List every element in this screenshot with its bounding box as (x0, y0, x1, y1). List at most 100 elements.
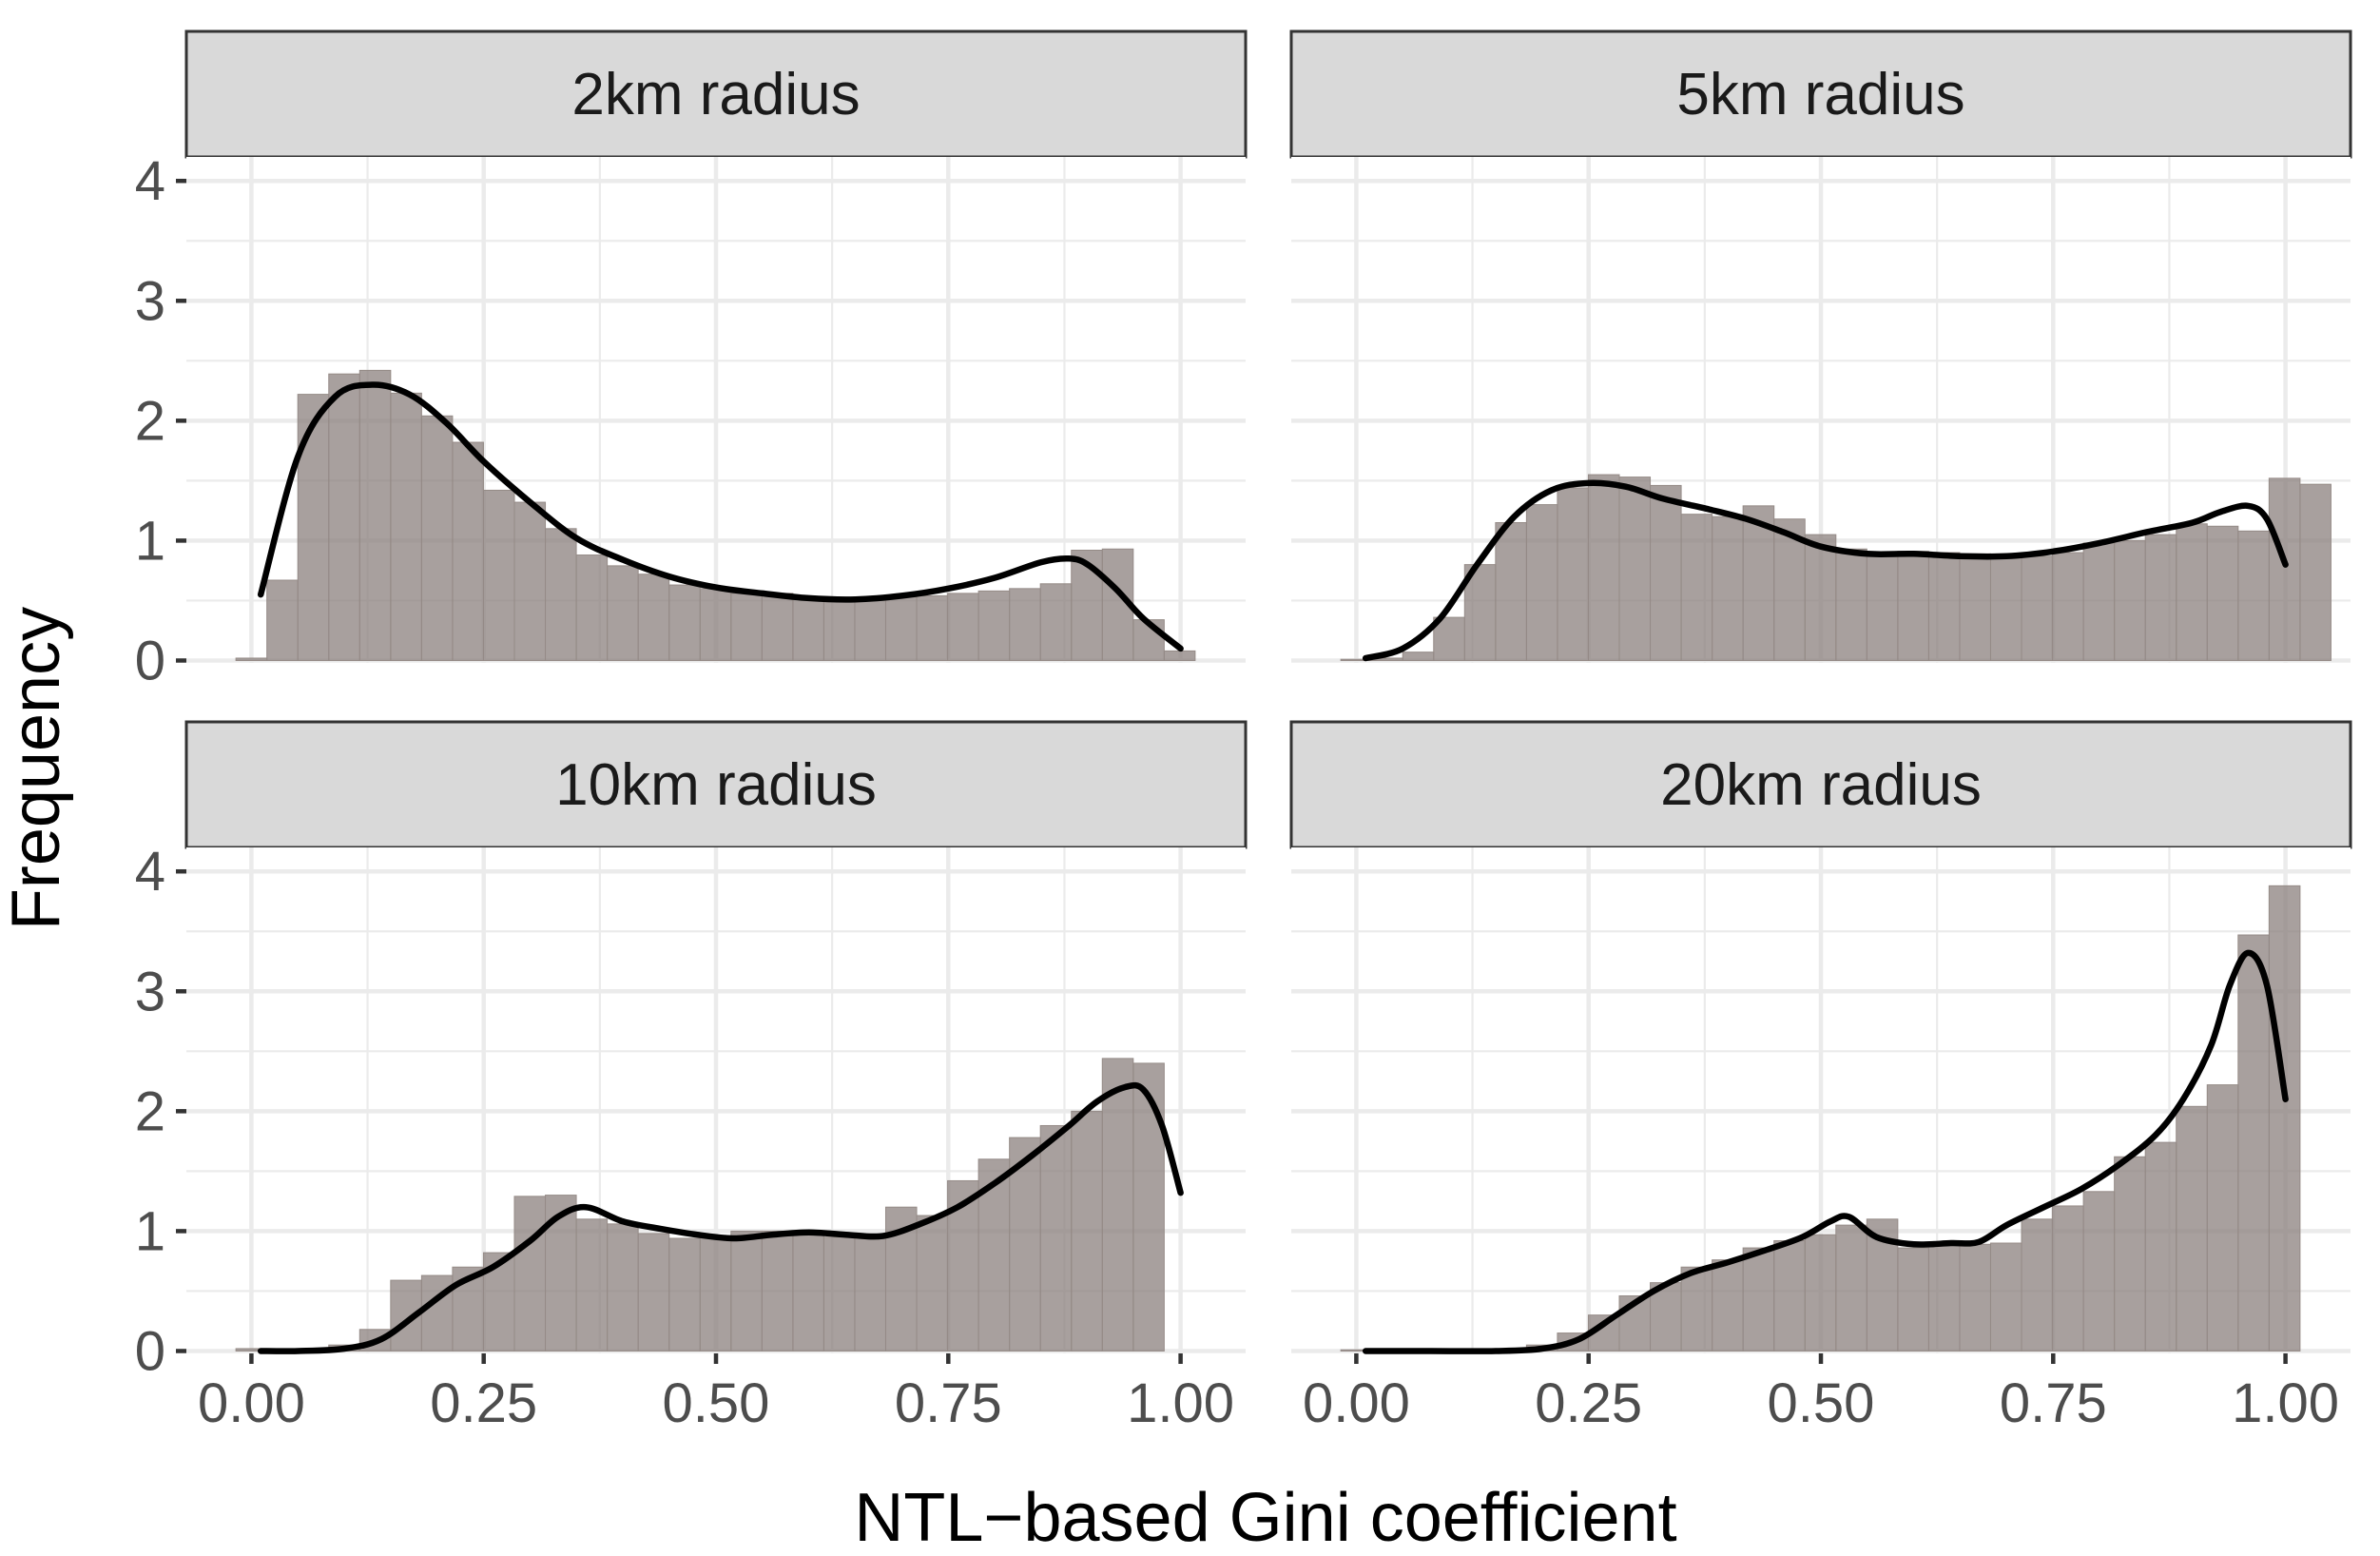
histogram-bar (916, 1215, 949, 1352)
facet-strip (184, 720, 1248, 849)
histogram-bar (854, 1234, 886, 1352)
histogram-bar (1009, 588, 1041, 661)
x-tick-label: 0.50 (663, 1372, 770, 1434)
facet-panel: 20km radius 0.00 0.25 0.50 0.75 1.00 (1289, 720, 2352, 1434)
histogram-bar (390, 392, 422, 661)
y-tick-label: 2 (135, 390, 165, 452)
y-tick-label: 4 (135, 150, 165, 212)
y-tick-label: 4 (135, 841, 165, 903)
histogram-bar (420, 415, 454, 661)
x-tick-label: 0.00 (1303, 1372, 1410, 1434)
histogram-bar (822, 1236, 856, 1352)
histogram-bar (637, 1233, 670, 1352)
histogram-bar (266, 579, 299, 661)
x-tick-label: 0.25 (430, 1372, 537, 1434)
x-tick-label: 0.75 (895, 1372, 1002, 1434)
histogram-bar (761, 593, 794, 661)
histogram-bar (1804, 1234, 1837, 1352)
x-tick-label: 0.00 (198, 1372, 305, 1434)
histogram-bar (575, 554, 609, 661)
y-tick-label: 1 (135, 510, 165, 572)
histogram-bar (1071, 1110, 1103, 1352)
y-tick-label: 0 (135, 1320, 165, 1382)
histogram-bar (1039, 1124, 1073, 1352)
histogram-bar (1495, 522, 1527, 661)
histogram-bar (947, 593, 979, 661)
facet-panel: 5km radius (1289, 29, 2352, 663)
histogram-bar (607, 565, 639, 661)
histogram-bar (2052, 1205, 2084, 1352)
y-axis-title: Frequency (0, 607, 74, 930)
histogram-bar (2268, 477, 2301, 661)
histogram-bar (792, 1234, 824, 1352)
histogram-bar (1557, 487, 1589, 661)
histogram-bar (1959, 1243, 1991, 1352)
histogram-bar (2114, 1156, 2146, 1352)
y-tick-label: 3 (135, 961, 165, 1022)
histogram-bar (2206, 1084, 2239, 1352)
histogram-bar (1680, 1266, 1713, 1352)
histogram-bar (513, 501, 547, 661)
histogram-bar (1742, 1247, 1775, 1352)
histogram-bar (2176, 1105, 2208, 1352)
histogram-bar (1897, 1247, 1929, 1352)
density-curve (1362, 949, 2289, 1354)
facet-panel: 2km radius 0 1 2 3 4 (135, 29, 1248, 691)
histogram-bar (1773, 1239, 1806, 1352)
histogram-bar (2237, 530, 2270, 661)
facet-strip (184, 29, 1248, 159)
x-tick-label: 1.00 (2232, 1372, 2339, 1434)
x-tick-label: 0.75 (2000, 1372, 2107, 1434)
histogram-bar (1835, 1224, 1867, 1352)
histogram-bar (1163, 650, 1196, 661)
histogram-bar (1866, 552, 1899, 661)
x-tick-label: 1.00 (1127, 1372, 1234, 1434)
x-tick-label: 0.25 (1535, 1372, 1642, 1434)
histogram-bar (822, 598, 856, 661)
y-tick-label: 3 (135, 270, 165, 332)
facet-strip (1289, 29, 2352, 159)
histogram-bar (513, 1196, 547, 1352)
x-tick-label: 0.50 (1768, 1372, 1875, 1434)
histogram-bar (297, 394, 330, 661)
facet-strip-label: 2km radius (571, 62, 860, 127)
density-curve (1362, 479, 2289, 662)
histogram-bar (1989, 556, 2022, 661)
histogram-bar (884, 596, 918, 661)
histogram-bar (2206, 525, 2239, 661)
histogram-bar (482, 489, 515, 661)
histogram-bar (1773, 518, 1806, 661)
y-tick-label: 2 (135, 1080, 165, 1142)
histogram-bar (1618, 477, 1652, 661)
facet-panel: 10km radius 0 1 2 3 4 0.00 0.25 0.50 0.75 1.00 (135, 720, 1248, 1434)
density-curve (257, 381, 1184, 652)
histogram-bar (761, 1230, 794, 1352)
histogram-bar (1835, 548, 1867, 661)
histogram-bar (2144, 534, 2177, 661)
histogram-bar (2268, 885, 2301, 1352)
histogram-bar (1927, 552, 1961, 661)
histogram-bar (1402, 652, 1435, 661)
histogram-bar (607, 1223, 639, 1352)
x-axis-title: NTL−based Gini coefficient (854, 1480, 1676, 1556)
histogram-bar (575, 1218, 609, 1352)
histogram-bar (1039, 583, 1073, 661)
histogram-bar (2021, 555, 2054, 661)
panels-layer: 2km radius 0 1 2 3 4 5km radius 10km radius 0 1 2 3… (135, 29, 2352, 1434)
histogram-bar (1680, 514, 1713, 661)
histogram-bar (1587, 474, 1620, 661)
histogram-bar (358, 369, 392, 661)
histogram-bar (1009, 1137, 1041, 1352)
histogram-bar (668, 1237, 701, 1352)
histogram-bar (2237, 934, 2270, 1352)
histogram-bar (2144, 1141, 2177, 1352)
histogram-bar (452, 441, 484, 661)
histogram-bar (699, 1236, 732, 1352)
y-tick-label: 0 (135, 630, 165, 691)
histogram-bar (1650, 484, 1682, 661)
histogram-bar (545, 528, 577, 661)
density-curve (257, 1081, 1184, 1354)
facet-strip-label: 20km radius (1660, 752, 1982, 818)
histogram-bar (699, 588, 732, 661)
